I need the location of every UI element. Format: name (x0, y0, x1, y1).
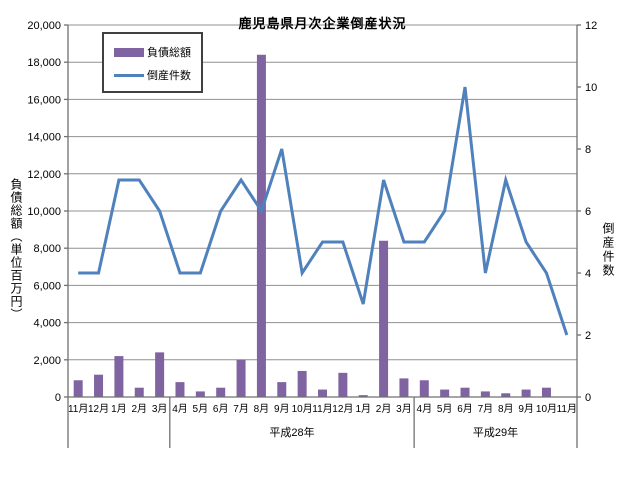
month-label: 2月 (131, 403, 147, 415)
month-label: 3月 (396, 403, 412, 415)
right-axis-tick-label: 2 (585, 330, 591, 342)
legend-item-bar: 負債総額 (114, 44, 195, 60)
month-label: 5月 (193, 403, 209, 415)
month-label: 3月 (152, 403, 168, 415)
month-label: 4月 (417, 403, 433, 415)
bar-3月-16 (399, 378, 409, 397)
right-axis-tick-label: 6 (585, 206, 591, 218)
left-axis-tick-label: 10,000 (27, 206, 61, 218)
bar-5月-18 (440, 389, 450, 397)
bar-9月-10 (277, 382, 287, 397)
line-swatch-icon (114, 73, 144, 77)
month-label: 9月 (274, 403, 290, 415)
month-label: 11月 (68, 403, 88, 415)
right-axis-tick-label: 10 (585, 82, 597, 94)
bar-1月-2 (114, 356, 124, 397)
month-label: 12月 (88, 403, 109, 415)
month-label: 11月 (557, 403, 577, 415)
bar-10月-23 (541, 387, 551, 397)
bar-11月-12 (318, 389, 327, 397)
month-label: 1月 (355, 403, 371, 415)
left-axis-tick-label: 2,000 (33, 355, 61, 367)
left-axis-tick-label: 16,000 (27, 94, 61, 106)
bar-12月-13 (338, 372, 348, 397)
month-label: 11月 (312, 403, 332, 415)
bar-2月-15 (379, 240, 389, 397)
bar-4月-5 (175, 382, 185, 397)
line-series (78, 86, 569, 336)
bar-9月-22 (521, 389, 531, 397)
right-axis-tick-label: 8 (585, 144, 591, 156)
month-label: 8月 (254, 403, 270, 415)
bar-1月-14 (358, 395, 368, 397)
right-axis-tick-label: 4 (585, 268, 591, 280)
bar-8月-9 (256, 54, 266, 397)
bar-2月-3 (134, 387, 144, 397)
month-label: 4月 (172, 403, 188, 415)
legend-item-line: 倒産件数 (114, 67, 195, 83)
left-axis-tick-label: 18,000 (27, 57, 61, 69)
right-axis-title: 倒産件数 (601, 222, 615, 278)
bar-7月-8 (236, 359, 246, 397)
month-label: 7月 (478, 403, 494, 415)
bar-6月-19 (460, 387, 470, 397)
month-label: 2月 (376, 403, 392, 415)
month-label: 12月 (332, 403, 353, 415)
month-label: 7月 (233, 403, 249, 415)
bar-10月-11 (297, 370, 307, 397)
bar-3月-4 (155, 352, 165, 397)
bar-11月-0 (73, 380, 83, 397)
month-label: 10月 (536, 403, 557, 415)
legend-label-line: 倒産件数 (147, 70, 191, 82)
month-label: 1月 (111, 403, 127, 415)
left-axis-tick-label: 14,000 (27, 132, 61, 144)
bar-swatch-icon (114, 47, 144, 57)
bar-7月-20 (480, 391, 490, 397)
bar-4月-17 (419, 380, 429, 397)
left-axis-title: 負債総額（単位百万円） (9, 178, 23, 321)
legend-label-bar: 負債総額 (147, 47, 191, 59)
left-axis-tick-label: 8,000 (33, 243, 61, 255)
bar-5月-6 (195, 391, 205, 397)
month-label: 6月 (213, 403, 229, 415)
left-axis-tick-label: 6,000 (33, 280, 61, 292)
left-axis-tick-label: 12,000 (27, 169, 61, 181)
chart-legend: 負債総額 倒産件数 (102, 32, 203, 93)
month-label: 5月 (437, 403, 453, 415)
bar-12月-1 (94, 374, 104, 397)
month-label: 6月 (457, 403, 473, 415)
month-label: 10月 (292, 403, 313, 415)
left-axis-tick-label: 4,000 (33, 318, 61, 330)
month-label: 9月 (518, 403, 534, 415)
left-axis-tick-label: 20,000 (27, 20, 61, 32)
year-group-label: 平成28年 (269, 425, 314, 439)
right-axis-tick-label: 0 (585, 392, 591, 404)
left-axis-tick-label: 0 (55, 392, 61, 404)
right-axis-tick-label: 12 (585, 20, 597, 32)
year-group-label: 平成29年 (473, 425, 518, 439)
month-label: 8月 (498, 403, 514, 415)
bar-8月-21 (501, 393, 511, 397)
bar-6月-7 (216, 387, 226, 397)
